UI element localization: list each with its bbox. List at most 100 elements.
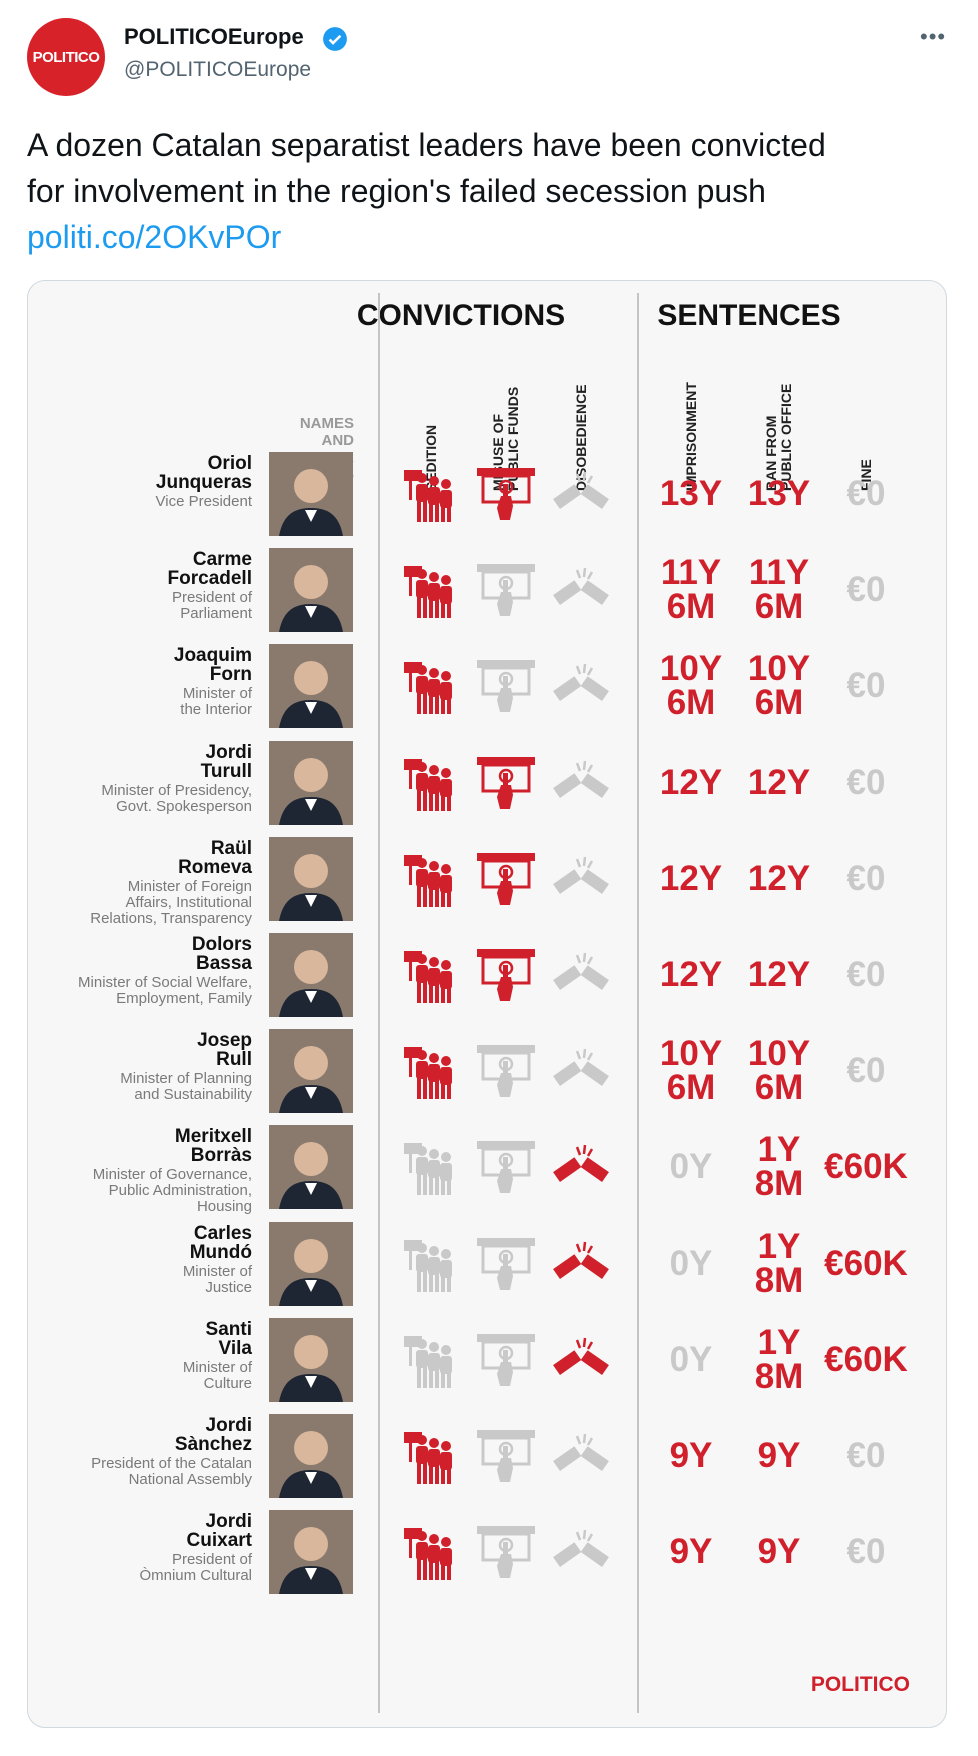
- sentence-line: 0Y: [669, 1243, 713, 1283]
- name-line: Josep: [197, 1030, 252, 1052]
- role-line: Public Administration,: [108, 1182, 252, 1200]
- role-line: National Assembly: [128, 1471, 252, 1488]
- photo: [269, 1125, 353, 1210]
- fine: €60K: [824, 1339, 908, 1379]
- misuse-icon: [477, 1526, 535, 1579]
- name-line: Mundó: [189, 1241, 252, 1263]
- role: Minister of Culture: [32, 1358, 252, 1392]
- misuse-icon: [477, 468, 535, 520]
- disobedience-icon: [553, 1530, 609, 1568]
- sentence: 12Y: [734, 762, 824, 802]
- name-line: Forcadell: [167, 568, 252, 590]
- role-line: Minister of Presidency,: [101, 781, 252, 799]
- role: Minister of Justice: [32, 1263, 252, 1296]
- sentence-line: 9Y: [669, 1436, 713, 1475]
- misuse-icon: [477, 1237, 535, 1290]
- sentence-line: 12Y: [659, 858, 723, 898]
- name-line: Meritxell: [174, 1126, 252, 1148]
- role-line: Justice: [205, 1278, 252, 1296]
- sentence-line: 0Y: [669, 1339, 713, 1379]
- more-button[interactable]: •••: [920, 24, 947, 49]
- photo: [269, 836, 353, 921]
- fine: €0: [846, 762, 886, 802]
- role: President of Òmnium Cultural: [32, 1552, 252, 1584]
- misuse-icon: [477, 660, 535, 713]
- label-line: AND: [321, 432, 355, 449]
- disobedience-icon: [553, 952, 609, 990]
- misuse-icon: [477, 1141, 535, 1194]
- misuse-icon: [477, 949, 535, 1001]
- misuse-icon: [477, 852, 535, 905]
- name-line: Oriol: [207, 453, 252, 474]
- sentence-line: 12Y: [747, 762, 811, 802]
- divider: [637, 293, 639, 1713]
- footer-logo: POLITICO: [810, 1673, 910, 1696]
- disobedience-icon: [553, 1337, 609, 1375]
- name-line: Forn: [209, 664, 252, 686]
- sentence: 1Y 8M: [734, 1130, 824, 1204]
- avatar[interactable]: POLITICO: [27, 18, 105, 96]
- sentence-line: 11Y: [660, 553, 722, 593]
- role-line: Minister of Social Welfare,: [78, 974, 252, 991]
- role-line: Govt. Spokesperson: [116, 797, 252, 815]
- name-line: Joaquim: [173, 645, 252, 667]
- fine: €60K: [824, 1147, 908, 1187]
- handle[interactable]: @POLITICOEurope: [124, 58, 312, 81]
- sentence-line: 6M: [666, 1068, 716, 1108]
- tweet-text: A dozen Catalan separatist leaders have …: [27, 122, 827, 260]
- sentence-line: 10Y: [659, 1034, 723, 1074]
- sentence-line: 12Y: [747, 955, 811, 994]
- role-line: Minister of: [182, 1358, 252, 1376]
- role: President of Parliament: [32, 590, 252, 622]
- sentence: 9Y: [734, 1436, 824, 1475]
- fine: €0: [846, 474, 886, 513]
- misuse-icon: [477, 564, 535, 617]
- sentence: 12Y: [646, 858, 736, 898]
- sentence: 11Y 6M: [646, 553, 736, 624]
- sedition-icon: [404, 1335, 452, 1388]
- sentence-line: 9Y: [757, 1436, 801, 1475]
- tweet-link[interactable]: politi.co/2OKvPOr: [27, 219, 282, 255]
- sentence-line: 12Y: [747, 858, 811, 898]
- role: Minister of Planning and Sustainability: [32, 1071, 252, 1103]
- sentence-line: 13Y: [747, 474, 811, 513]
- role-line: Affairs, Institutional: [125, 893, 252, 911]
- role: President of the Catalan National Assembl…: [32, 1456, 252, 1488]
- role: Minister of the Interior: [32, 686, 252, 718]
- sentence: 10Y 6M: [646, 651, 736, 720]
- name-line: Santi: [205, 1318, 252, 1340]
- sedition-icon: [404, 854, 452, 907]
- fine: €0: [846, 955, 886, 994]
- misuse-icon: [477, 756, 535, 809]
- display-name[interactable]: POLITICOEurope: [124, 24, 304, 49]
- name-line: Borràs: [190, 1145, 252, 1167]
- role-line: President of: [171, 1551, 252, 1569]
- infographic[interactable]: CONVICTIONSSENTENCESNAMESANDFORMERROLESS…: [27, 280, 947, 1728]
- misuse-icon: [477, 1430, 535, 1482]
- role: Minister of Governance, Public Administra…: [32, 1167, 252, 1215]
- name-line: Junqueras: [155, 472, 252, 493]
- sentence: 9Y: [646, 1534, 736, 1569]
- photo: [269, 452, 353, 536]
- sentence: 12Y: [734, 858, 824, 898]
- sentence: 9Y: [646, 1436, 736, 1475]
- group-header: CONVICTIONS: [356, 299, 566, 332]
- person-name: Josep Rull Minister of Planning and Sustain…: [32, 1031, 252, 1103]
- disobedience-icon: [553, 1241, 609, 1279]
- sentence-line: 1Y: [757, 1130, 801, 1170]
- divider: [378, 293, 380, 1713]
- sentence-line: 9Y: [757, 1532, 801, 1572]
- sentence-line: 8M: [754, 1164, 804, 1204]
- label-line: NAMES: [299, 415, 354, 432]
- name-line: Bassa: [196, 953, 252, 974]
- sedition-icon: [404, 1239, 452, 1292]
- sentence: 11Y 6M: [734, 555, 824, 624]
- photo: [269, 548, 353, 633]
- role: Minister of Presidency, Govt. Spokesperso…: [32, 781, 252, 815]
- role-line: Culture: [203, 1374, 252, 1392]
- sentence: 1Y 8M: [734, 1325, 824, 1396]
- role-line: Employment, Family: [116, 990, 252, 1007]
- sentence-line: 8M: [754, 1356, 804, 1396]
- fine: €0: [846, 570, 886, 610]
